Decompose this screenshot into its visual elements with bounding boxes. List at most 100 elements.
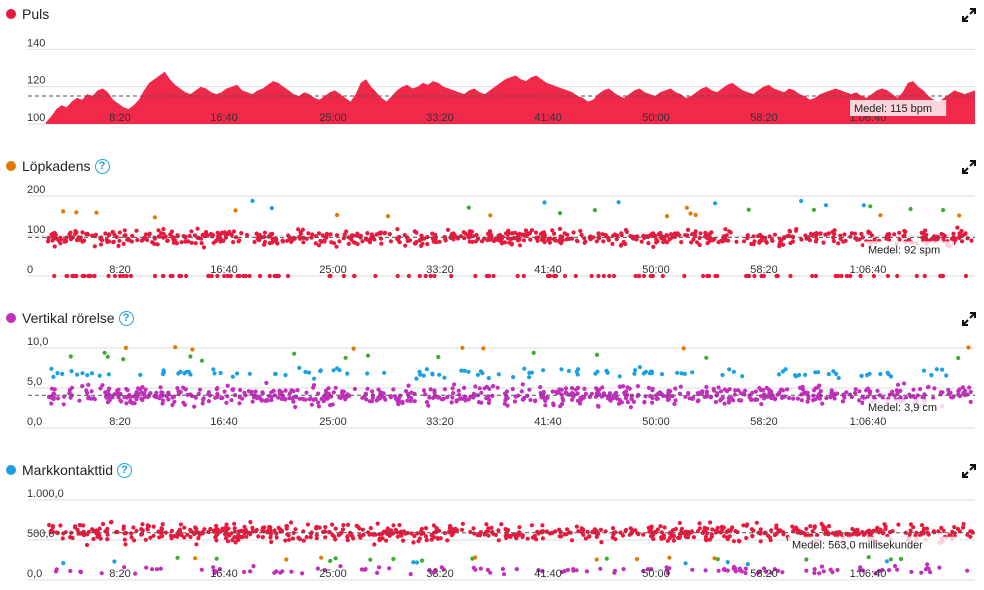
data-point	[375, 570, 380, 575]
x-tick-label: 25:00	[319, 568, 347, 580]
data-point	[860, 568, 866, 573]
y-tick-label: 0,0	[27, 416, 42, 428]
data-point	[68, 395, 73, 400]
data-point	[969, 238, 974, 243]
data-point	[338, 564, 343, 569]
data-point	[211, 367, 216, 372]
x-tick-label: 1:06:40	[850, 416, 887, 428]
data-point	[957, 394, 963, 399]
data-point	[520, 382, 525, 387]
data-point	[436, 354, 441, 360]
data-point	[853, 390, 858, 396]
data-point	[767, 234, 772, 239]
data-point	[322, 239, 327, 244]
x-tick-label: 58:20	[750, 264, 778, 276]
expand-icon[interactable]	[962, 464, 976, 478]
data-point	[250, 198, 255, 203]
data-point	[703, 568, 708, 573]
data-point	[956, 389, 961, 394]
data-point	[424, 400, 429, 405]
data-point	[306, 370, 312, 375]
data-point	[46, 394, 52, 399]
data-point	[817, 231, 823, 236]
data-point	[697, 521, 702, 526]
help-icon[interactable]: ?	[117, 462, 133, 478]
expand-icon[interactable]	[962, 312, 976, 326]
data-point	[563, 386, 569, 391]
data-point	[950, 395, 955, 400]
expand-icon[interactable]	[962, 8, 976, 22]
data-point	[334, 244, 339, 249]
data-point	[791, 529, 796, 534]
data-point	[633, 528, 638, 533]
data-point	[399, 400, 404, 405]
data-point	[695, 391, 701, 396]
data-point	[610, 526, 616, 531]
data-point	[390, 531, 395, 536]
data-point	[965, 392, 970, 397]
data-point	[200, 531, 205, 536]
data-point	[649, 369, 655, 374]
data-point	[808, 231, 814, 236]
data-point	[689, 240, 694, 245]
data-point	[204, 231, 209, 236]
data-point	[308, 535, 313, 540]
data-point	[753, 389, 759, 394]
data-point	[257, 238, 262, 243]
data-point	[202, 527, 207, 532]
data-point	[723, 227, 728, 232]
data-point	[709, 534, 715, 539]
data-point	[558, 530, 563, 535]
data-point	[806, 394, 811, 399]
data-point	[722, 387, 728, 392]
help-icon[interactable]: ?	[118, 310, 134, 326]
data-point	[77, 398, 82, 403]
data-point	[697, 235, 702, 241]
data-point	[406, 273, 411, 279]
data-point	[853, 236, 858, 241]
data-point	[478, 369, 483, 374]
data-point	[312, 376, 317, 381]
data-point	[479, 390, 484, 395]
data-point	[604, 234, 609, 239]
data-point	[592, 208, 598, 213]
data-point	[642, 235, 647, 240]
data-point	[84, 232, 89, 237]
data-point	[821, 569, 826, 574]
data-point	[387, 566, 392, 571]
data-point	[166, 390, 171, 395]
data-point	[425, 242, 430, 247]
data-point	[365, 371, 370, 376]
data-point	[432, 390, 437, 395]
data-point	[237, 401, 242, 406]
data-point	[368, 532, 373, 537]
data-point	[716, 385, 721, 390]
data-point	[220, 395, 225, 400]
data-point	[365, 353, 371, 358]
data-point	[857, 398, 862, 403]
help-icon[interactable]: ?	[94, 158, 110, 174]
data-point	[852, 231, 858, 236]
data-point	[242, 390, 247, 395]
data-point	[223, 536, 229, 541]
data-point	[68, 354, 73, 359]
data-point	[908, 206, 913, 212]
data-point	[197, 532, 202, 537]
data-point	[696, 398, 701, 403]
data-point	[243, 528, 248, 533]
data-point	[384, 538, 389, 543]
data-point	[860, 400, 865, 405]
data-point	[415, 531, 420, 536]
data-point	[357, 526, 362, 531]
data-point	[421, 373, 426, 378]
data-point	[132, 538, 137, 543]
data-point	[633, 273, 638, 279]
data-point	[163, 530, 168, 535]
expand-icon[interactable]	[962, 160, 976, 174]
y-tick-label: 500,0	[27, 528, 55, 540]
data-point	[445, 227, 451, 232]
data-point	[794, 228, 799, 233]
data-point	[496, 528, 501, 533]
data-point	[484, 522, 489, 527]
data-point	[298, 231, 304, 236]
